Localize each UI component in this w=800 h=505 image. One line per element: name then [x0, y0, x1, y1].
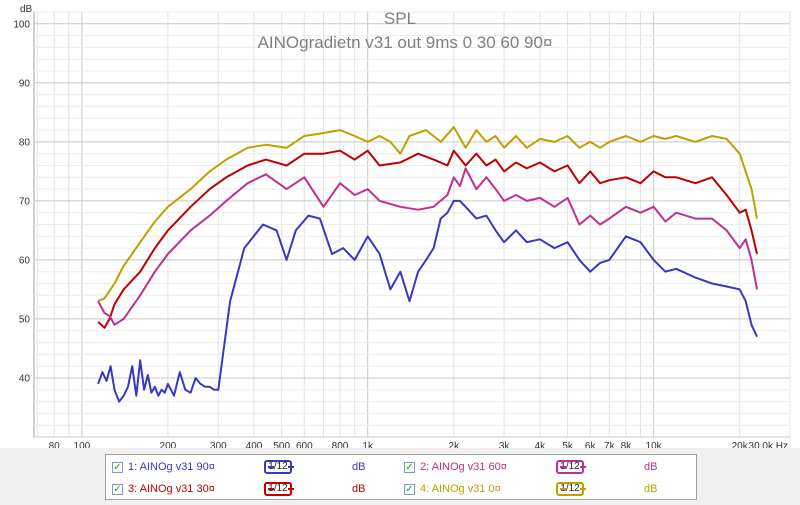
smoothing-label: 1/12 [268, 461, 288, 472]
legend-unit: dB [644, 461, 658, 473]
legend-item-label: 1: AINOg v31 90¤ [128, 461, 215, 473]
smoothing-button[interactable]: 1/12 [556, 460, 586, 474]
legend-checkbox[interactable]: ✓ [404, 462, 415, 473]
series-line [97, 126, 758, 303]
legend-checkbox[interactable]: ✓ [112, 484, 123, 495]
x-tick-label: 30,0k Hz [749, 441, 788, 448]
x-tick-label: 100 [74, 441, 91, 448]
legend-item-label: 3: AINOg v31 30¤ [128, 483, 215, 495]
legend-row-1: ✓ 1: AINOg v31 90¤ 1/12 dB ✓ 2: AINOg v3… [106, 458, 696, 478]
legend-panel: ✓ 1: AINOg v31 90¤ 1/12 dB ✓ 2: AINOg v3… [105, 454, 697, 500]
x-tick-label: 80 [49, 441, 61, 448]
x-tick-label: 20k [732, 441, 749, 448]
smoothing-label: 1/12 [268, 483, 288, 494]
x-tick-label: 400 [246, 441, 263, 448]
spl-chart: 40 50 60 70 80 90 100 80 100 200 300 400 500 600 800 1k… [0, 0, 800, 452]
y-tick-label: 90 [19, 78, 31, 89]
x-tick-label: 5k [562, 441, 574, 448]
legend-unit: dB [352, 461, 366, 473]
series-line [97, 167, 758, 326]
x-tick-label: 6k [585, 441, 597, 448]
chart-title: SPL [384, 9, 416, 28]
legend-item-label: 4: AINOg v31 0¤ [420, 483, 501, 495]
x-tick-label: 10k [646, 441, 663, 448]
smoothing-button[interactable]: 1/12 [556, 482, 586, 496]
axis-ticks: 40 50 60 70 80 90 100 80 100 200 300 400 500 600 800 1k… [13, 19, 788, 452]
series-line [97, 199, 758, 403]
legend-item-0[interactable]: ✓ 4: AINOg v31 0¤ 1/12 dB [398, 480, 688, 500]
legend-item-60[interactable]: ✓ 2: AINOg v31 60¤ 1/12 dB [398, 458, 688, 478]
y-tick-label: 50 [19, 314, 31, 325]
x-tick-label: 800 [332, 441, 349, 448]
smoothing-button[interactable]: 1/12 [264, 482, 294, 496]
x-tick-label: 500 [273, 441, 290, 448]
chart-subtitle: AINOgradietn v31 out 9ms 0 30 60 90¤ [258, 33, 553, 52]
x-tick-label: 300 [210, 441, 227, 448]
legend-item-label: 2: AINOg v31 60¤ [420, 461, 507, 473]
x-tick-label: 3k [499, 441, 511, 448]
x-tick-label: 4k [535, 441, 547, 448]
legend-unit: dB [644, 483, 658, 495]
y-tick-label: 80 [19, 137, 31, 148]
legend-item-90[interactable]: ✓ 1: AINOg v31 90¤ 1/12 dB [106, 458, 396, 478]
x-tick-label: 600 [296, 441, 313, 448]
x-tick-label: 8k [621, 441, 633, 448]
x-tick-label: 7k [604, 441, 616, 448]
x-tick-label: 2k [449, 441, 461, 448]
legend-unit: dB [352, 483, 366, 495]
legend-row-2: ✓ 3: AINOg v31 30¤ 1/12 dB ✓ 4: AINOg v3… [106, 480, 696, 500]
y-tick-label: 70 [19, 196, 31, 207]
y-axis-label: dB [20, 4, 33, 15]
legend-checkbox[interactable]: ✓ [404, 484, 415, 495]
smoothing-button[interactable]: 1/12 [264, 460, 294, 474]
x-tick-label: 1k [362, 441, 374, 448]
legend-item-30[interactable]: ✓ 3: AINOg v31 30¤ 1/12 dB [106, 480, 396, 500]
legend-checkbox[interactable]: ✓ [112, 462, 123, 473]
chart-canvas: 40 50 60 70 80 90 100 80 100 200 300 400 500 600 800 1k… [0, 0, 800, 452]
grid-lines [34, 11, 791, 438]
y-tick-label: 100 [13, 19, 30, 30]
y-tick-label: 60 [19, 255, 31, 266]
smoothing-label: 1/12 [560, 483, 580, 494]
series-line [97, 149, 758, 329]
smoothing-label: 1/12 [560, 461, 580, 472]
series-lines [97, 126, 758, 403]
y-tick-label: 40 [19, 374, 31, 385]
x-tick-label: 200 [160, 441, 177, 448]
